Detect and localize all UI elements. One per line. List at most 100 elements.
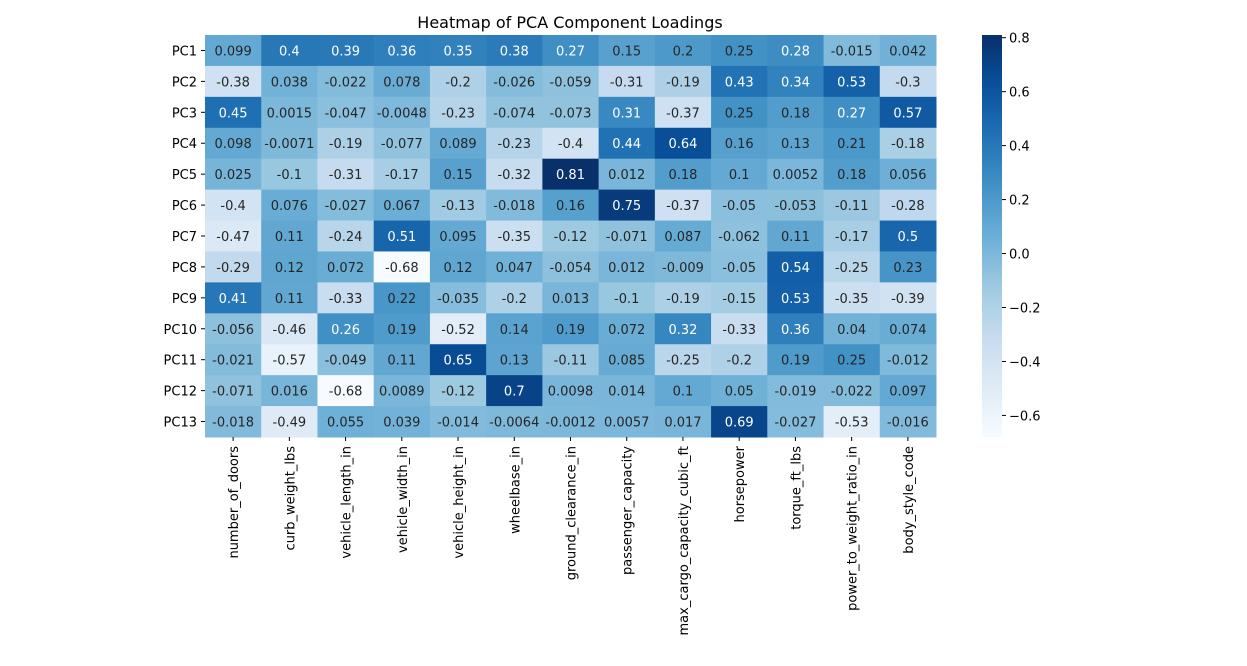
heatmap-cell-value: 0.36 bbox=[387, 44, 416, 59]
heatmap-cell-value: 0.45 bbox=[219, 106, 248, 121]
heatmap-cell-value: -0.12 bbox=[441, 385, 475, 400]
heatmap-cell bbox=[429, 251, 487, 283]
heatmap-cell bbox=[879, 158, 937, 191]
heatmap-cell-value: 0.32 bbox=[668, 323, 697, 338]
heatmap-cell-value: -0.0012 bbox=[545, 416, 595, 431]
heatmap-cell bbox=[823, 406, 881, 438]
heatmap-cell bbox=[654, 189, 712, 222]
heatmap-cell-value: -0.52 bbox=[441, 323, 475, 338]
column-tick-label: ground_clearance_in bbox=[565, 446, 580, 580]
row-tick-label: PC3 bbox=[172, 106, 197, 121]
heatmap-cell-value: -0.026 bbox=[493, 75, 535, 90]
heatmap-cell bbox=[542, 35, 600, 67]
heatmap-cell-value: 0.095 bbox=[439, 230, 476, 245]
heatmap-cell bbox=[373, 35, 431, 67]
heatmap-cell bbox=[261, 282, 318, 314]
heatmap-cell bbox=[373, 189, 431, 222]
heatmap-cell-value: 0.025 bbox=[215, 168, 252, 183]
heatmap-cell bbox=[879, 282, 937, 314]
heatmap-cell-value: 0.12 bbox=[444, 261, 473, 276]
heatmap-cell bbox=[486, 127, 543, 160]
row-tick-label: PC6 bbox=[172, 199, 197, 214]
heatmap-cell bbox=[373, 127, 431, 160]
heatmap-cell bbox=[654, 158, 712, 191]
heatmap-cell-value: 0.25 bbox=[837, 354, 866, 369]
heatmap-cell-value: 0.15 bbox=[444, 168, 473, 183]
heatmap-cell-value: -0.11 bbox=[835, 199, 869, 214]
heatmap-cell bbox=[317, 375, 375, 407]
heatmap-cell bbox=[598, 158, 656, 191]
heatmap-cell bbox=[486, 158, 543, 191]
heatmap-cell-value: 0.012 bbox=[608, 168, 645, 183]
heatmap-cell-value: 0.57 bbox=[893, 106, 922, 121]
heatmap-cell-value: -0.056 bbox=[212, 323, 254, 338]
heatmap-cell bbox=[373, 65, 431, 98]
heatmap-cell bbox=[767, 127, 825, 160]
heatmap-cell bbox=[598, 251, 656, 283]
heatmap-cell-value: -0.24 bbox=[329, 230, 363, 245]
heatmap-cell-value: -0.4 bbox=[558, 137, 583, 152]
heatmap-cell bbox=[711, 35, 768, 67]
heatmap-cell-value: 0.18 bbox=[781, 106, 810, 121]
heatmap-cell-value: 0.65 bbox=[444, 354, 473, 369]
colorbar-gradient bbox=[982, 35, 1002, 437]
heatmap-cell bbox=[879, 406, 937, 438]
heatmap-cell-value: -0.29 bbox=[216, 261, 250, 276]
heatmap-cell bbox=[486, 96, 543, 129]
heatmap-cell-value: 0.54 bbox=[781, 261, 810, 276]
heatmap-cell-value: 0.38 bbox=[500, 44, 529, 59]
row-tick-label: PC9 bbox=[172, 292, 197, 307]
heatmap-cell bbox=[711, 220, 768, 252]
heatmap-cell bbox=[598, 65, 656, 98]
heatmap-cell-value: 0.038 bbox=[271, 75, 308, 90]
heatmap-cell-value: 0.042 bbox=[889, 44, 926, 59]
heatmap-cell bbox=[429, 158, 487, 191]
heatmap-cell-value: 0.067 bbox=[383, 199, 420, 214]
heatmap-cell bbox=[486, 35, 543, 67]
heatmap-cell-value: -0.3 bbox=[895, 75, 920, 90]
heatmap-cell bbox=[598, 96, 656, 129]
heatmap-cell-value: -0.014 bbox=[437, 416, 479, 431]
heatmap-cell-value: 0.21 bbox=[837, 137, 866, 152]
heatmap-cell bbox=[261, 158, 318, 191]
heatmap-cell bbox=[317, 96, 375, 129]
heatmap-cell bbox=[711, 127, 768, 160]
heatmap-cell-value: 0.0098 bbox=[548, 385, 594, 400]
heatmap-cell bbox=[767, 96, 825, 129]
heatmap-cell bbox=[429, 344, 487, 376]
heatmap-cell bbox=[598, 375, 656, 407]
heatmap-cell bbox=[486, 375, 543, 407]
heatmap-cells bbox=[205, 35, 937, 438]
heatmap-cell bbox=[205, 375, 262, 407]
row-tick-label: PC4 bbox=[172, 137, 197, 152]
heatmap-cell-value: 0.12 bbox=[275, 261, 304, 276]
heatmap-cell bbox=[429, 127, 487, 160]
heatmap-cell-value: -0.05 bbox=[722, 261, 756, 276]
heatmap-cell bbox=[598, 127, 656, 160]
heatmap-cell bbox=[598, 406, 656, 438]
heatmap-cell bbox=[711, 158, 768, 191]
heatmap-cell-value: -0.68 bbox=[329, 385, 363, 400]
heatmap-cell-value: -0.23 bbox=[497, 137, 531, 152]
heatmap-cell bbox=[823, 96, 881, 129]
heatmap-cell bbox=[429, 220, 487, 252]
heatmap-cell-value: 0.017 bbox=[664, 416, 701, 431]
heatmap-cell bbox=[373, 251, 431, 283]
heatmap-cell-value: -0.022 bbox=[325, 75, 367, 90]
heatmap-cell bbox=[261, 65, 318, 98]
heatmap-cell-value: -0.009 bbox=[662, 261, 704, 276]
heatmap-cell bbox=[429, 189, 487, 222]
heatmap-cell-value: 0.11 bbox=[275, 230, 304, 245]
heatmap-cell bbox=[486, 282, 543, 314]
heatmap-cell bbox=[542, 220, 600, 252]
heatmap-cell bbox=[429, 375, 487, 407]
heatmap-cell bbox=[317, 65, 375, 98]
heatmap-cell bbox=[542, 344, 600, 376]
heatmap-cell bbox=[317, 251, 375, 283]
column-tick-labels: number_of_doors curb_weight_lbs vehicle_le… bbox=[227, 437, 917, 635]
heatmap-cell-value: 0.055 bbox=[327, 416, 364, 431]
heatmap-cell bbox=[205, 282, 262, 314]
heatmap-cell bbox=[879, 189, 937, 222]
heatmap-cell-value: 0.1 bbox=[673, 385, 694, 400]
heatmap-cell-value: -0.47 bbox=[216, 230, 250, 245]
